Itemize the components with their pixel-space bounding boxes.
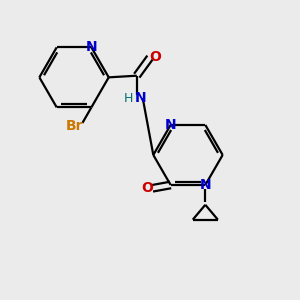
Text: N: N — [200, 178, 211, 192]
Text: O: O — [149, 50, 161, 64]
Text: Br: Br — [66, 118, 84, 133]
Text: H: H — [124, 92, 133, 105]
Text: O: O — [142, 181, 154, 195]
Text: N: N — [165, 118, 176, 132]
Text: N: N — [85, 40, 97, 54]
Text: N: N — [134, 91, 146, 105]
